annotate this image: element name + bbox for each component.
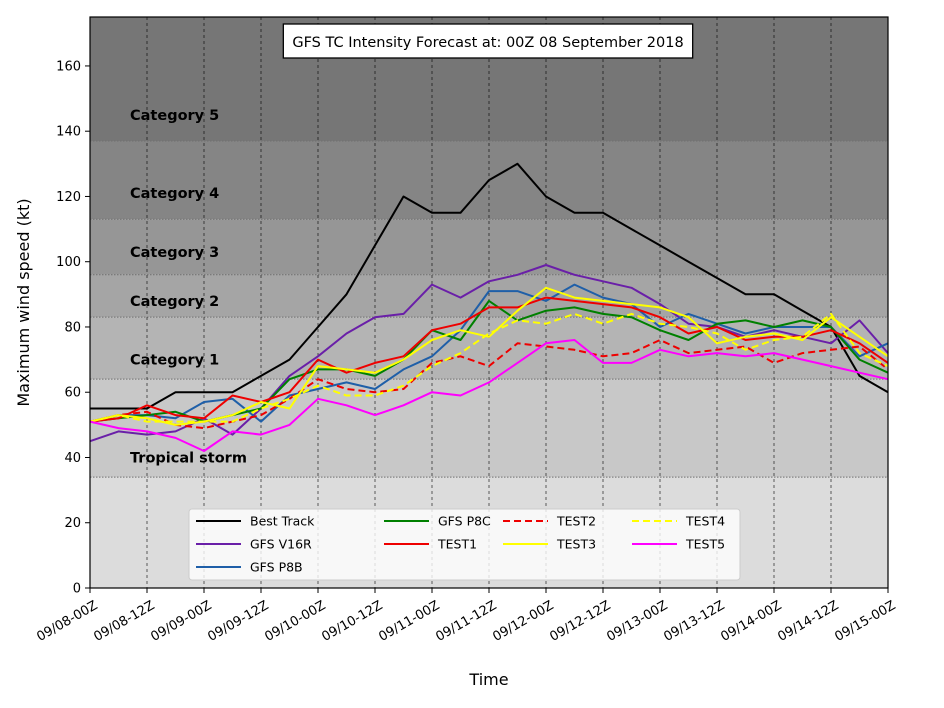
x-axis-title: Time <box>468 670 508 689</box>
legend-label: TEST2 <box>556 514 596 529</box>
x-tick-label: 09/12-00Z <box>490 598 556 645</box>
x-tick-label: 09/08-00Z <box>34 598 100 645</box>
y-axis-title: Maximum wind speed (kt) <box>14 198 33 406</box>
legend-label: GFS P8C <box>438 514 491 529</box>
y-axis: 0 20 40 60 80 100 120 140 160 <box>56 59 90 597</box>
y-tick-label: 100 <box>56 255 81 270</box>
legend-label: GFS P8B <box>250 560 303 575</box>
series-line-8 <box>89 339 889 452</box>
series-line-1 <box>89 264 889 443</box>
x-tick-label: 09/10-00Z <box>262 598 328 645</box>
band-label: Category 5 <box>130 108 219 124</box>
x-tick-label: 09/09-12Z <box>205 598 271 645</box>
y-tick-label: 160 <box>56 59 81 74</box>
band-label: Category 2 <box>130 294 219 310</box>
x-tick-label: 09/14-00Z <box>718 598 784 645</box>
x-tick-label: 09/08-12Z <box>91 598 157 645</box>
series-line-7 <box>89 312 889 423</box>
legend-label: Best Track <box>250 514 315 529</box>
legend-box <box>188 508 741 581</box>
series-line-6 <box>89 286 889 426</box>
x-tick-label: 09/11-00Z <box>376 598 442 645</box>
x-tick-label: 09/14-12Z <box>775 598 841 645</box>
x-tick-label: 09/13-12Z <box>661 598 727 645</box>
x-tick-label: 09/13-00Z <box>604 598 670 645</box>
legend-label: TEST1 <box>437 537 477 552</box>
x-tick-label: 09/11-12Z <box>433 598 499 645</box>
y-tick-label: 20 <box>64 516 81 531</box>
grid-lines <box>146 17 832 588</box>
legend-label: TEST4 <box>685 514 725 529</box>
band-label: Category 4 <box>130 186 219 202</box>
x-tick-label: 09/12-12Z <box>547 598 613 645</box>
category-labels: Tropical storm Category 1 Category 2 Catego… <box>130 108 247 467</box>
series-lines <box>89 162 889 452</box>
x-axis: 09/08-00Z09/08-12Z09/09-00Z09/09-12Z09/1… <box>34 588 898 645</box>
y-tick-label: 40 <box>64 451 81 466</box>
y-tick-label: 120 <box>56 190 81 205</box>
series-line-4 <box>89 296 889 423</box>
y-tick-label: 0 <box>73 582 81 597</box>
x-tick-label: 09/15-00Z <box>832 598 898 645</box>
title-box: GFS TC Intensity Forecast at: 00Z 08 Sep… <box>282 23 694 59</box>
legend-label: GFS V16R <box>250 537 312 552</box>
legend-label: TEST5 <box>685 537 725 552</box>
y-tick-label: 60 <box>64 386 81 401</box>
title-frame <box>282 23 694 59</box>
y-tick-label: 140 <box>56 125 81 140</box>
series-line-5 <box>89 339 889 430</box>
x-tick-label: 09/10-12Z <box>319 598 385 645</box>
chart-title: GFS TC Intensity Forecast at: 00Z 08 Sep… <box>292 35 683 51</box>
series-line-2 <box>89 283 889 423</box>
x-tick-label: 09/09-00Z <box>148 598 214 645</box>
legend: Best Track GFS V16R GFS P8B GFS P8C TEST1 TES… <box>188 508 741 581</box>
band-label: Category 1 <box>130 353 219 369</box>
legend-label: TEST3 <box>556 537 596 552</box>
band-label: Category 3 <box>130 245 219 261</box>
band-label: Tropical storm <box>130 450 247 466</box>
series-line-0 <box>90 162 889 410</box>
y-tick-label: 80 <box>64 320 81 335</box>
